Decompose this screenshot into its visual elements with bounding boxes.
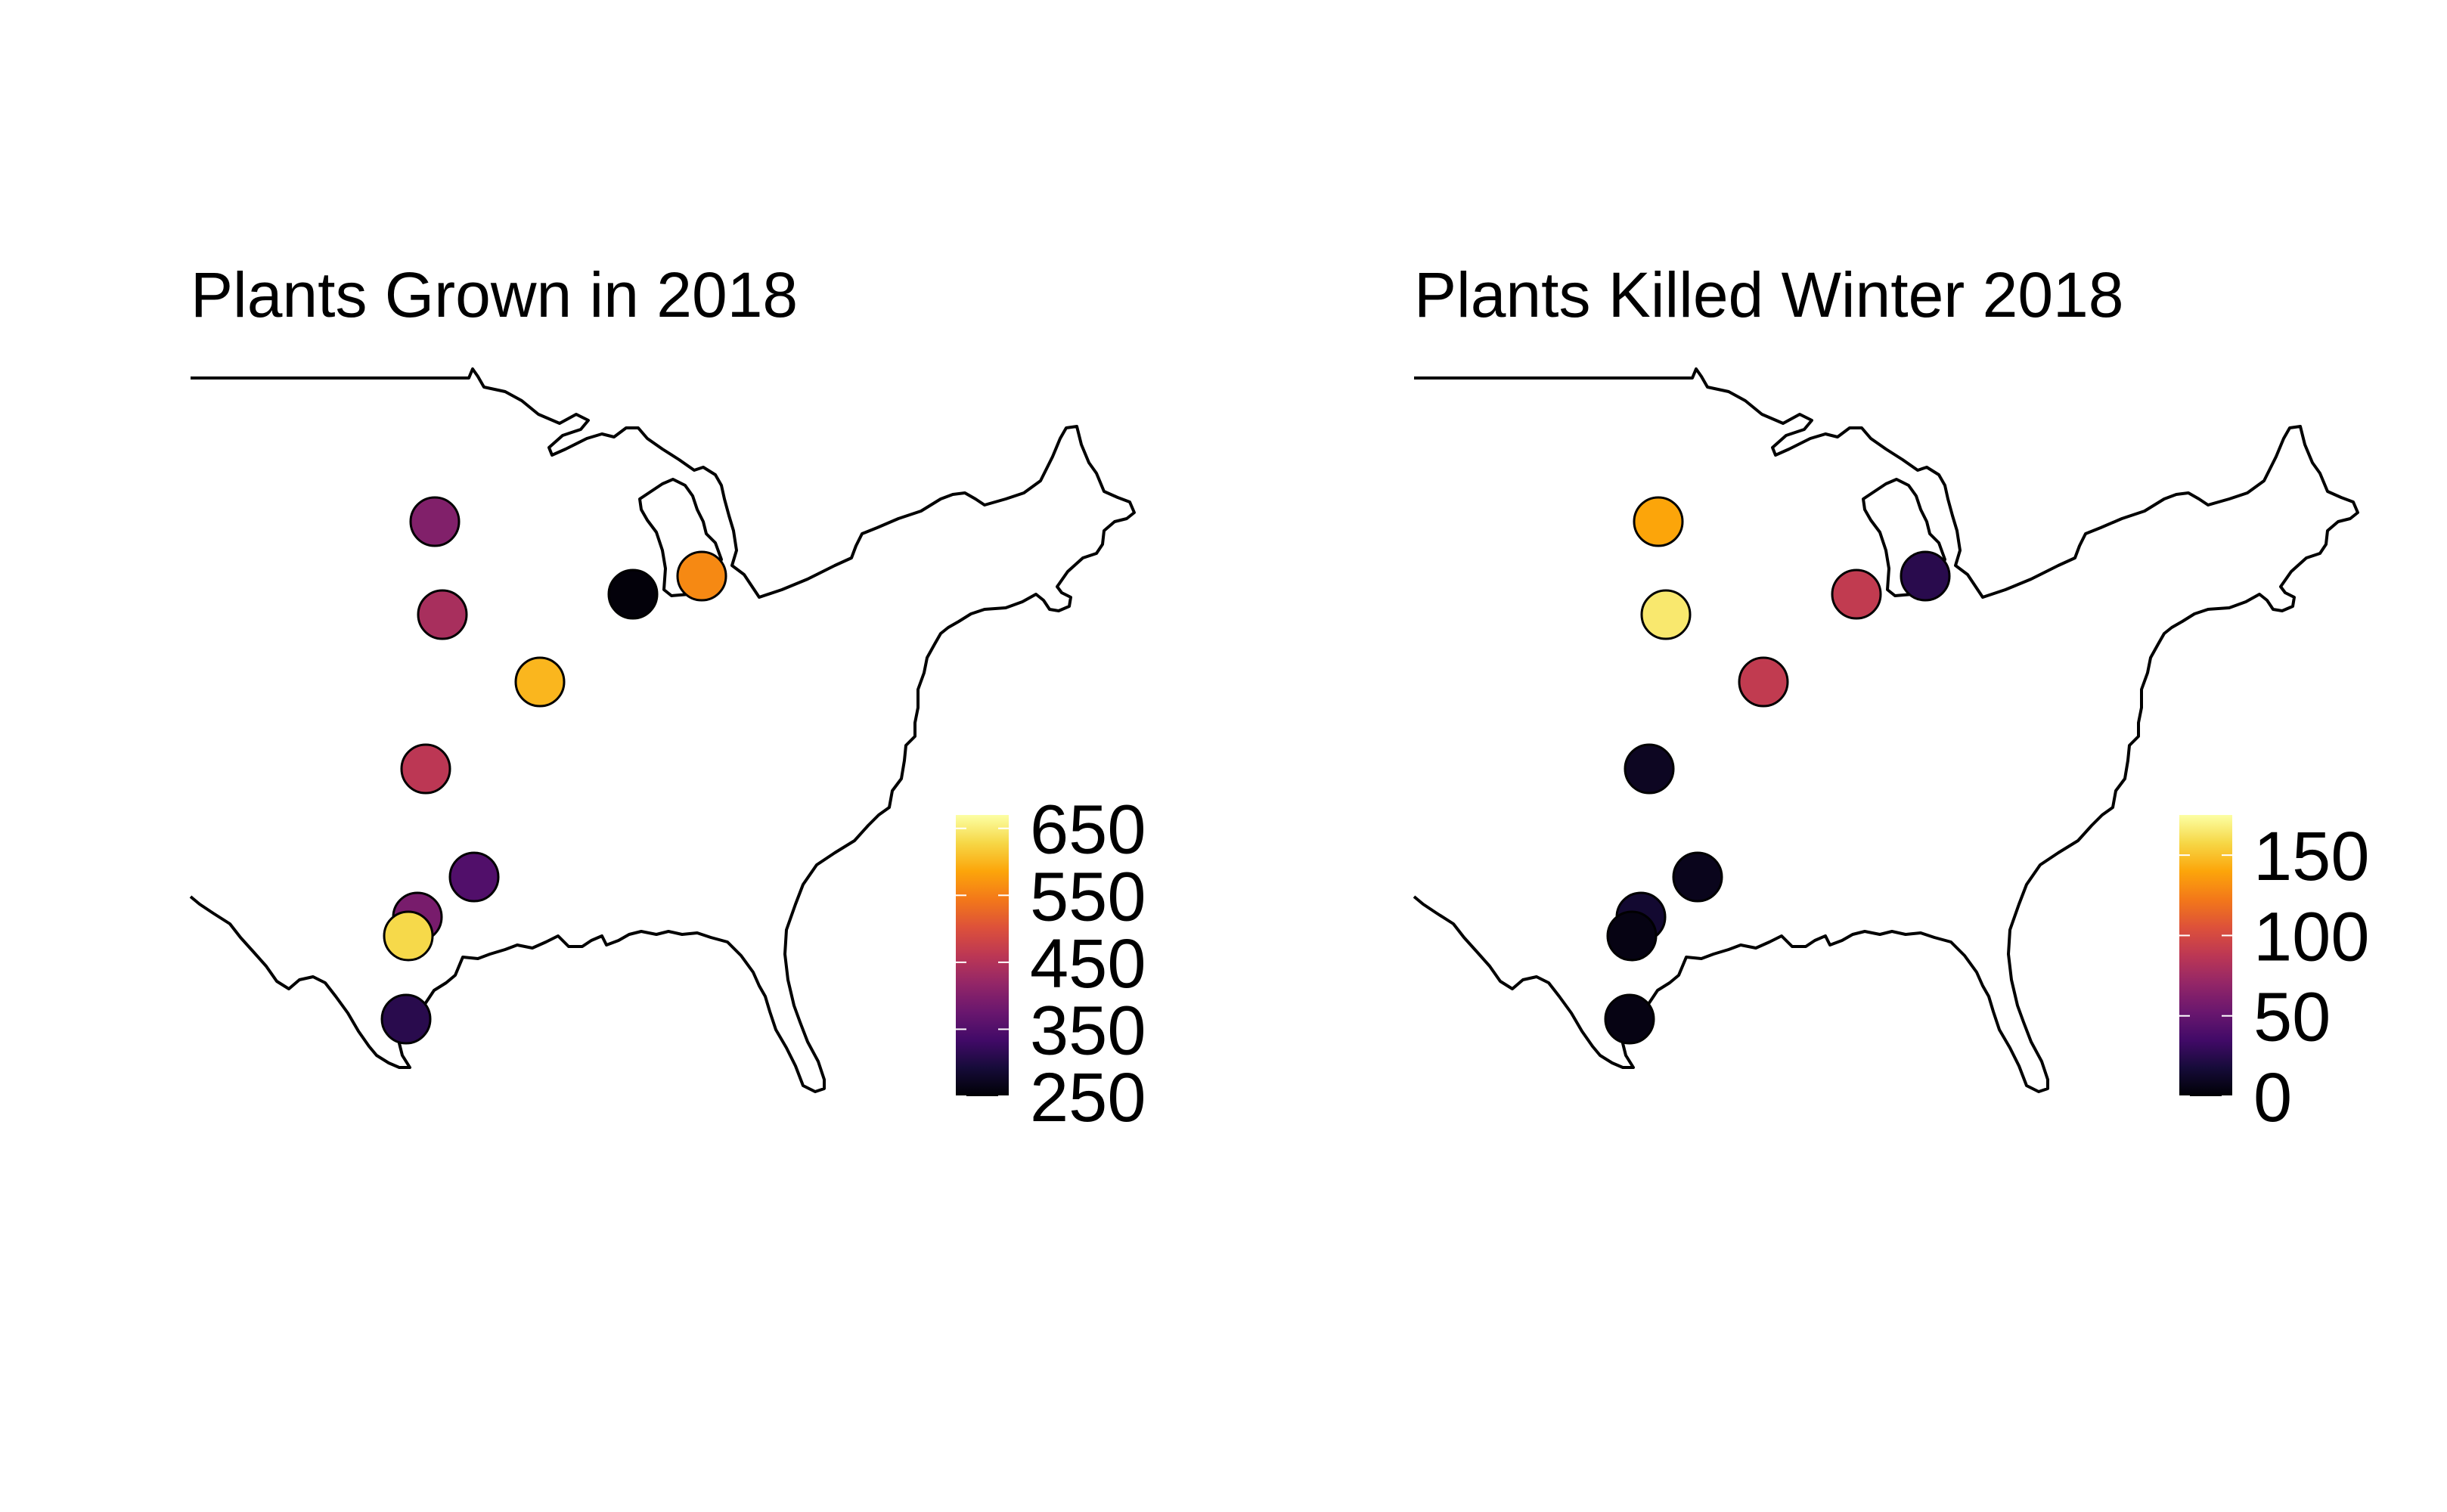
colorbar-tick-label: 0 <box>2253 1059 2292 1136</box>
site-point <box>409 496 461 547</box>
site-point <box>1640 589 1692 640</box>
colorbar <box>956 815 1009 1096</box>
colorbar-tick-label: 100 <box>2253 898 2370 975</box>
site-point <box>417 589 468 640</box>
site-point <box>676 550 727 602</box>
us-outline <box>1413 367 2359 1093</box>
colorbar <box>2179 815 2232 1096</box>
site-point <box>400 743 451 795</box>
site-point <box>1831 569 1882 620</box>
colorbar-tick-label: 650 <box>1030 792 1146 869</box>
colorbar-tick-label: 450 <box>1030 925 1146 1002</box>
panel-title: Plants Grown in 2018 <box>191 259 799 330</box>
site-point <box>1900 550 1951 602</box>
colorbar-tick-label: 150 <box>2253 818 2370 895</box>
site-point <box>607 569 659 620</box>
site-point <box>1624 743 1675 795</box>
colorbar-tick-label: 50 <box>2253 979 2331 1056</box>
site-point <box>1738 656 1789 708</box>
colorbar-tick-label: 250 <box>1030 1059 1146 1136</box>
site-point <box>1672 851 1723 903</box>
panel-title: Plants Killed Winter 2018 <box>1414 259 2124 330</box>
site-point <box>1633 496 1684 547</box>
colorbar-tick-label: 350 <box>1030 992 1146 1069</box>
site-point <box>448 851 500 903</box>
site-point <box>380 993 432 1045</box>
site-point <box>1604 993 1655 1045</box>
panel-plants-killed: Plants Killed Winter 2018 150 100 50 0 <box>1224 0 2447 1512</box>
colorbar-tick-label: 550 <box>1030 858 1146 935</box>
us-outline <box>189 367 1136 1093</box>
site-point <box>383 910 434 962</box>
panel-plants-grown: Plants Grown in 2018 650 550 450 350 250 <box>189 259 1146 1136</box>
site-point <box>1606 910 1658 962</box>
site-point <box>514 656 566 708</box>
